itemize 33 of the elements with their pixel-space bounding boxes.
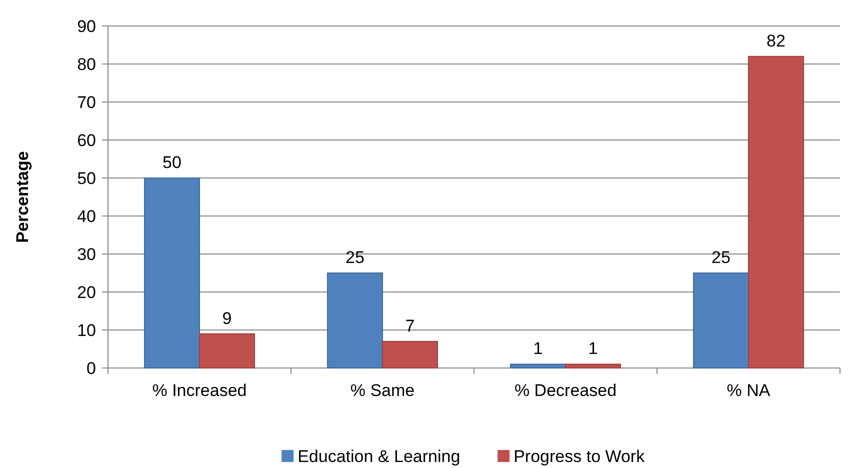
data-label: 25 [712, 248, 730, 267]
x-tick-label: % Increased [152, 381, 247, 400]
y-tick-label: 80 [77, 54, 96, 74]
y-tick-label: 90 [77, 16, 96, 36]
data-label: 50 [162, 153, 182, 172]
x-tick-label: % Same [350, 381, 415, 400]
y-tick-label: 10 [77, 320, 96, 340]
data-label: 9 [222, 308, 232, 328]
bar [510, 364, 566, 368]
bar [748, 56, 804, 368]
bar [382, 340, 438, 368]
data-label: 1 [533, 339, 543, 358]
data-label: 25 [346, 248, 364, 267]
y-axis-title: Percentage [13, 151, 32, 243]
y-tick-label: 30 [77, 244, 96, 264]
bar [144, 178, 200, 368]
y-tick-label: 20 [77, 282, 96, 302]
data-label: 7 [405, 316, 415, 336]
x-tick-label: % Decreased [514, 381, 617, 400]
y-tick-label: 70 [77, 92, 96, 112]
y-tick-label: 60 [77, 130, 96, 150]
legend-label: Education & Learning [298, 446, 460, 466]
legend-label: Progress to Work [514, 446, 646, 466]
x-tick-label: % NA [726, 381, 771, 400]
bar [565, 364, 621, 368]
bar [199, 333, 255, 368]
y-tick-label: 40 [77, 206, 96, 226]
bar [327, 272, 383, 368]
bar [693, 272, 749, 368]
y-tick-label: 50 [77, 168, 96, 188]
data-label: 1 [588, 339, 598, 358]
data-label: 82 [766, 31, 786, 50]
y-tick-label: 0 [86, 358, 96, 378]
